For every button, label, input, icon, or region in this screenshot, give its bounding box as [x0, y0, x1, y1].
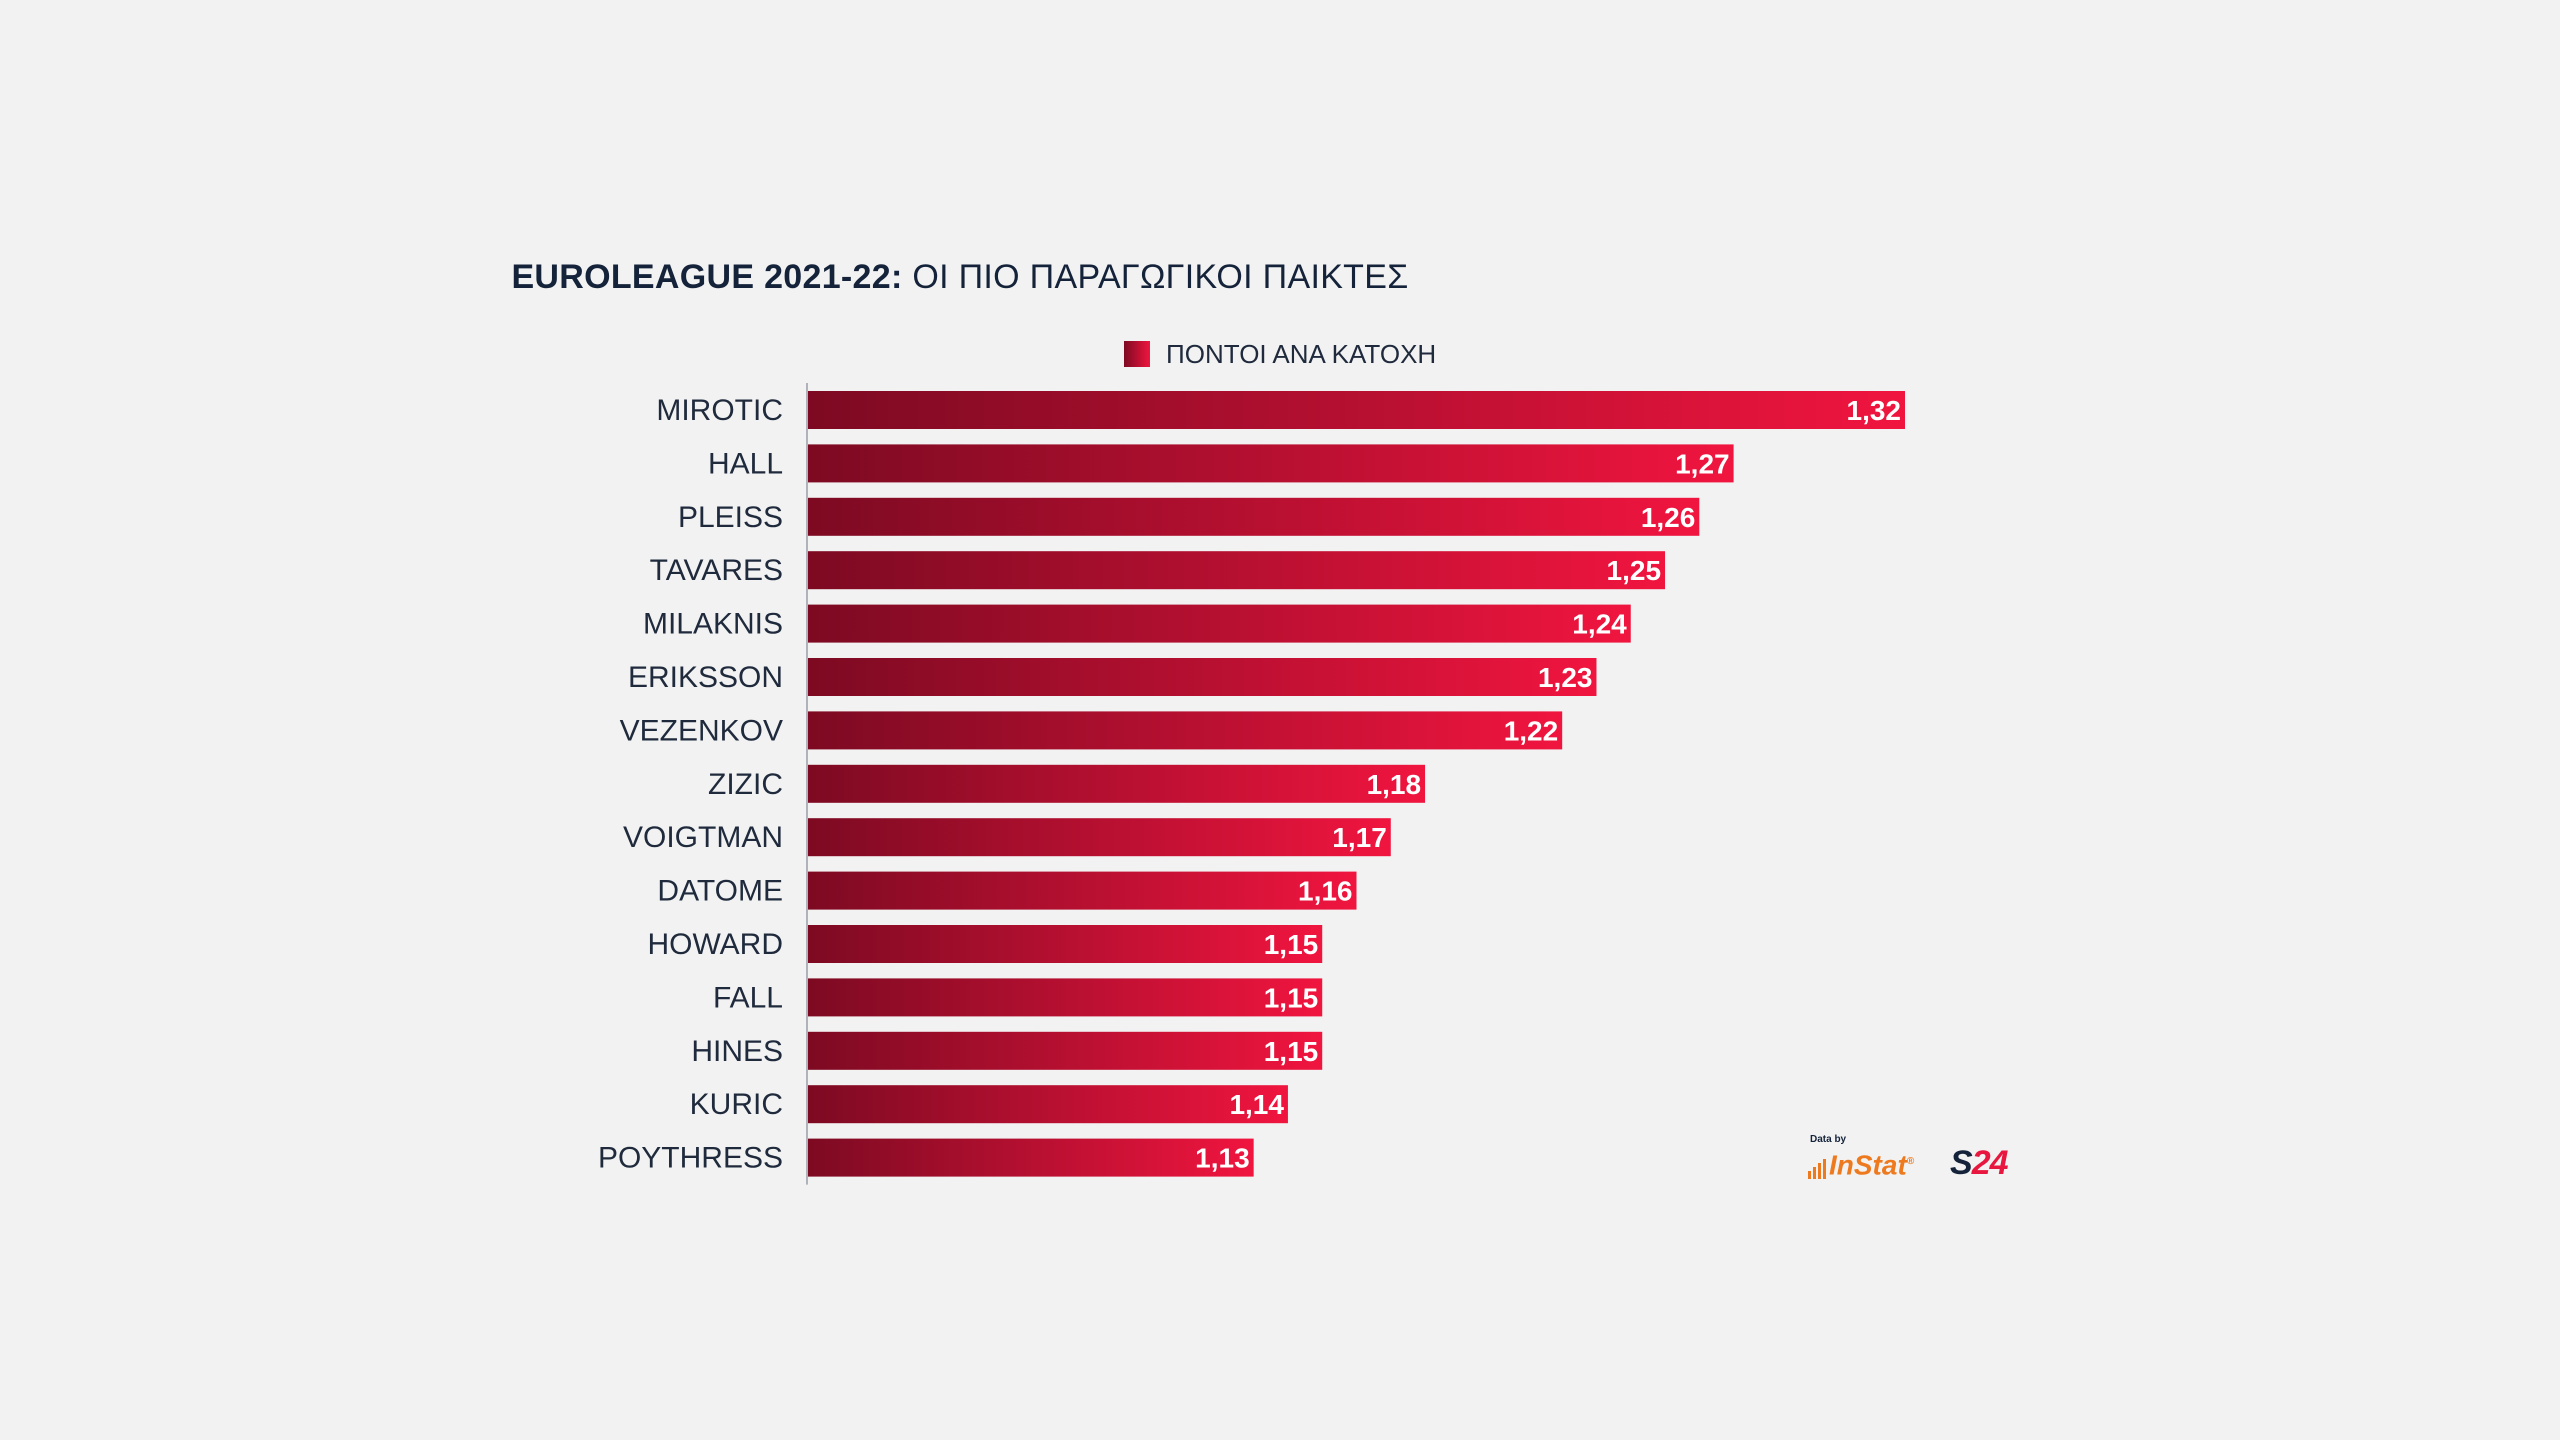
category-label: TAVARES: [650, 554, 783, 587]
chart-title-light: ΟΙ ΠΙΟ ΠΑΡΑΓΩΓΙΚΟΙ ΠΑΙΚΤΕΣ: [902, 258, 1409, 296]
category-label: KURIC: [690, 1088, 783, 1121]
category-label: MIROTIC: [656, 394, 783, 427]
bar: [808, 444, 1734, 483]
data-label: 1,27: [1675, 448, 1730, 479]
category-label: HOWARD: [647, 928, 783, 961]
instat-logo-text: InStat®: [1829, 1149, 1915, 1181]
data-label: 1,15: [1264, 1036, 1319, 1067]
bar: [808, 1138, 1254, 1177]
bar: [808, 604, 1631, 643]
data-label: 1,15: [1264, 982, 1319, 1013]
bar: [808, 925, 1323, 963]
data-label: 1,32: [1847, 395, 1902, 426]
bar: [808, 711, 1563, 750]
category-label: VEZENKOV: [620, 714, 783, 747]
data-label: 1,16: [1298, 876, 1353, 907]
bar: [808, 978, 1323, 1017]
bar: [808, 658, 1597, 696]
data-label: 1,24: [1572, 609, 1627, 640]
category-label: ZIZIC: [708, 768, 783, 801]
category-label: FALL: [713, 981, 783, 1014]
category-label: ERIKSSON: [628, 661, 783, 694]
bar: [808, 1085, 1288, 1124]
bar: [808, 871, 1357, 910]
data-label: 1,18: [1367, 769, 1422, 800]
category-label: HINES: [691, 1035, 783, 1068]
bar: [808, 497, 1700, 536]
data-label: 1,14: [1229, 1089, 1284, 1120]
bar: [808, 764, 1426, 803]
instat-logo: InStat®: [1808, 1148, 1915, 1181]
chart-legend: ΠΟΝΤΟΙ ΑΝΑ ΚΑΤΟΧΗ: [1124, 338, 1437, 369]
category-label: POYTHRESS: [598, 1142, 783, 1175]
data-label: 1,17: [1332, 822, 1387, 853]
category-label: DATOME: [657, 875, 783, 908]
bar: [808, 551, 1666, 590]
data-label: 1,13: [1195, 1143, 1250, 1174]
bar: [808, 391, 1905, 429]
data-label: 1,15: [1264, 929, 1319, 960]
category-label: VOIGTMAN: [623, 821, 783, 854]
data-label: 1,26: [1641, 502, 1696, 533]
data-by-label: Data by: [1810, 1134, 1847, 1145]
bar: [808, 818, 1391, 857]
chart-title: EUROLEAGUE 2021-22: ΟΙ ΠΙΟ ΠΑΡΑΓΩΓΙΚΟΙ Π…: [0, 258, 1920, 297]
chart-title-bold: EUROLEAGUE 2021-22:: [511, 258, 903, 296]
category-label: PLEISS: [678, 501, 783, 534]
category-label: MILAKNIS: [643, 608, 783, 641]
legend-label: ΠΟΝΤΟΙ ΑΝΑ ΚΑΤΟΧΗ: [1166, 338, 1437, 369]
bar: [808, 1031, 1323, 1070]
legend-swatch: [1124, 341, 1150, 367]
s24-logo: S24: [1950, 1144, 2009, 1182]
instat-logo-bars-icon: [1808, 1159, 1826, 1180]
data-credit: Data by InStat® S24: [1808, 1134, 2028, 1184]
category-label: HALL: [708, 447, 783, 480]
data-label: 1,23: [1538, 662, 1593, 693]
data-label: 1,25: [1607, 555, 1662, 586]
data-label: 1,22: [1504, 715, 1559, 746]
